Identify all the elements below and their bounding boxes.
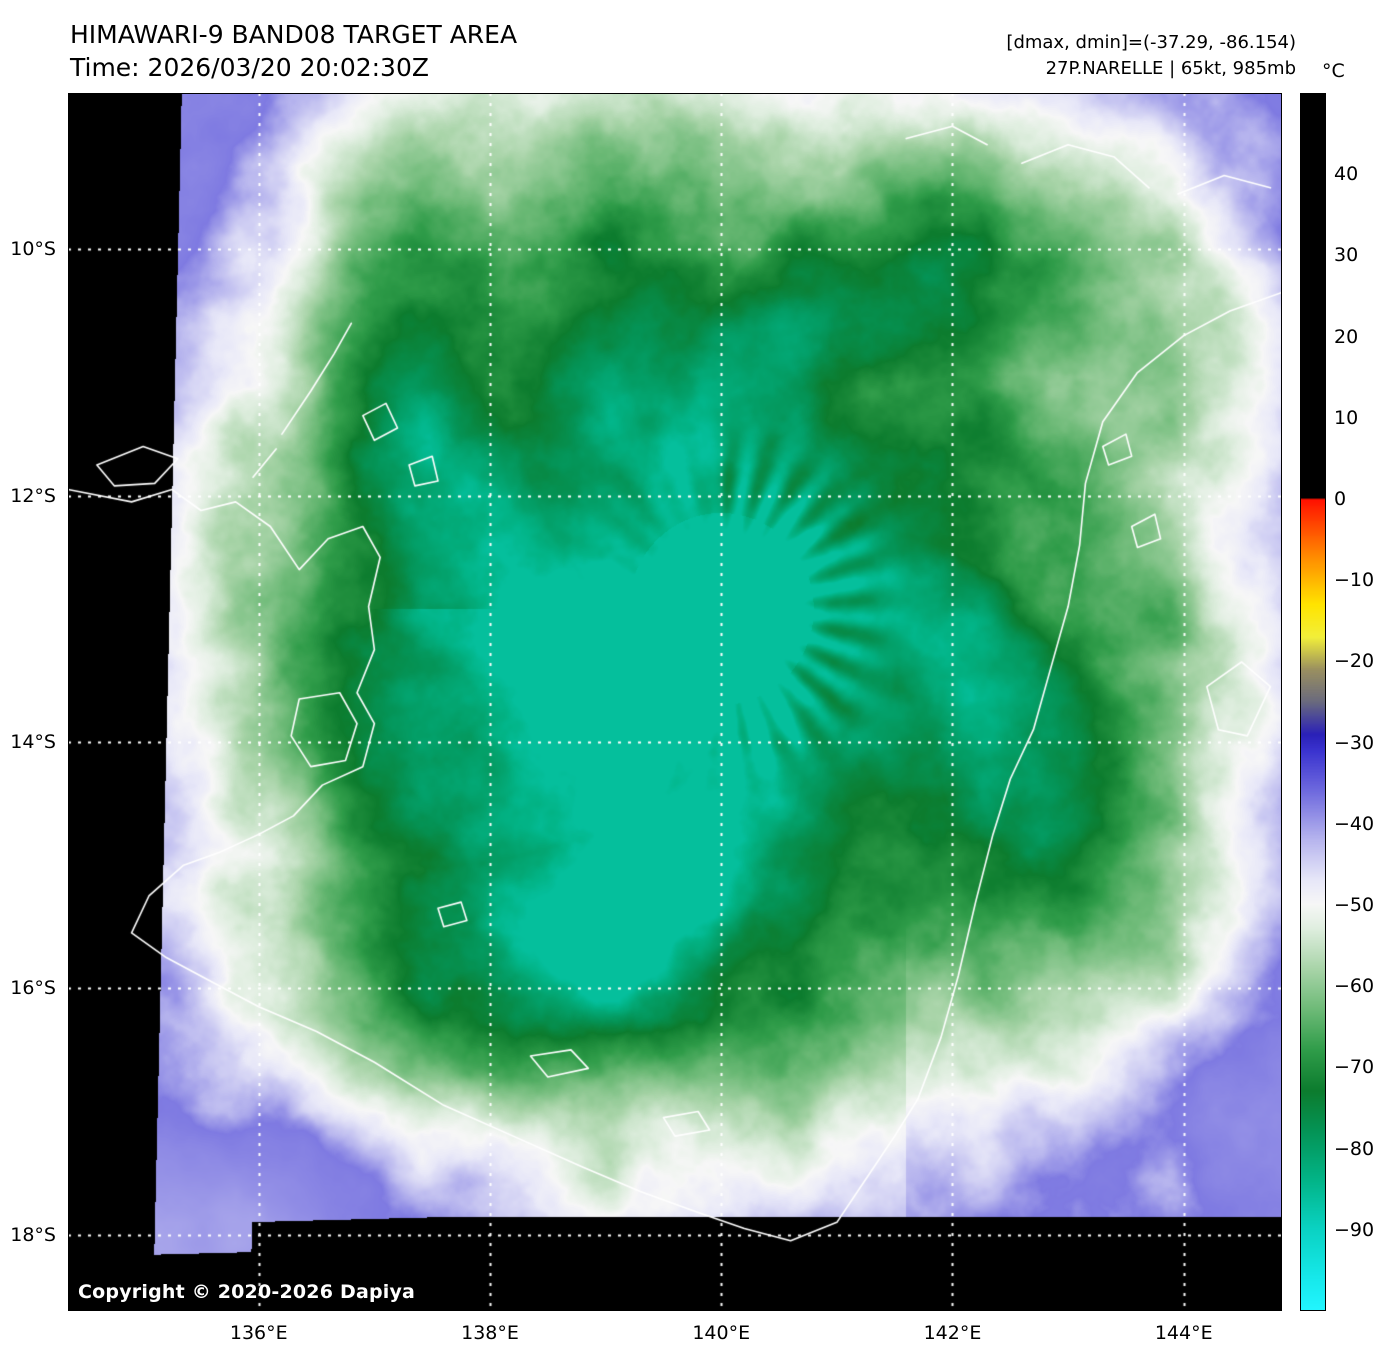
colorbar-gradient <box>1301 94 1325 1310</box>
dminmax-label: [dmax, dmin]=(-37.29, -86.154) <box>1006 32 1296 53</box>
lat-tick-16: 16°S <box>10 977 56 1000</box>
colorbar-tick--40: −40 <box>1334 812 1375 835</box>
colorbar-unit-label: °C <box>1322 60 1345 82</box>
lat-tick-14: 14°S <box>10 731 56 754</box>
colorbar-tick--90: −90 <box>1334 1218 1375 1241</box>
colorbar-tick-30: 30 <box>1334 244 1359 267</box>
lon-tick-144: 144°E <box>1154 1322 1213 1344</box>
colorbar-tick--20: −20 <box>1334 650 1375 673</box>
lat-tick-10: 10°S <box>10 238 56 261</box>
colorbar-tick--30: −30 <box>1334 731 1375 754</box>
metadata-block: [dmax, dmin]=(-37.29, -86.154) 27P.NAREL… <box>1006 30 1296 82</box>
title-line: HIMAWARI-9 BAND08 TARGET AREA <box>70 20 518 49</box>
lat-tick-12: 12°S <box>10 484 56 507</box>
colorbar-tick--60: −60 <box>1334 975 1375 998</box>
colorbar-tick--10: −10 <box>1334 569 1375 592</box>
copyright-notice: Copyright © 2020-2026 Dapiya <box>78 1281 416 1303</box>
colorbar-tick-20: 20 <box>1334 325 1359 348</box>
graticule-overlay <box>68 93 1282 1311</box>
colorbar-tick--70: −70 <box>1334 1056 1375 1079</box>
page-title: HIMAWARI-9 BAND08 TARGET AREA Time: 2026… <box>70 18 517 84</box>
lon-tick-140: 140°E <box>692 1322 751 1344</box>
satellite-image-plot: Copyright © 2020-2026 Dapiya <box>68 93 1282 1311</box>
lat-tick-18: 18°S <box>10 1223 56 1246</box>
lon-tick-142: 142°E <box>923 1322 982 1344</box>
colorbar-tick--50: −50 <box>1334 894 1375 916</box>
colorbar-tick-10: 10 <box>1334 406 1359 429</box>
lon-tick-138: 138°E <box>461 1322 519 1344</box>
colorbar-tick-40: 40 <box>1334 163 1359 186</box>
colorbar <box>1300 93 1326 1311</box>
time-line: Time: 2026/03/20 20:02:30Z <box>70 53 429 82</box>
colorbar-tick--80: −80 <box>1334 1137 1375 1160</box>
storm-label: 27P.NARELLE | 65kt, 985mb <box>1045 58 1296 79</box>
colorbar-tick-0: 0 <box>1334 488 1347 510</box>
lon-tick-136: 136°E <box>229 1322 288 1344</box>
